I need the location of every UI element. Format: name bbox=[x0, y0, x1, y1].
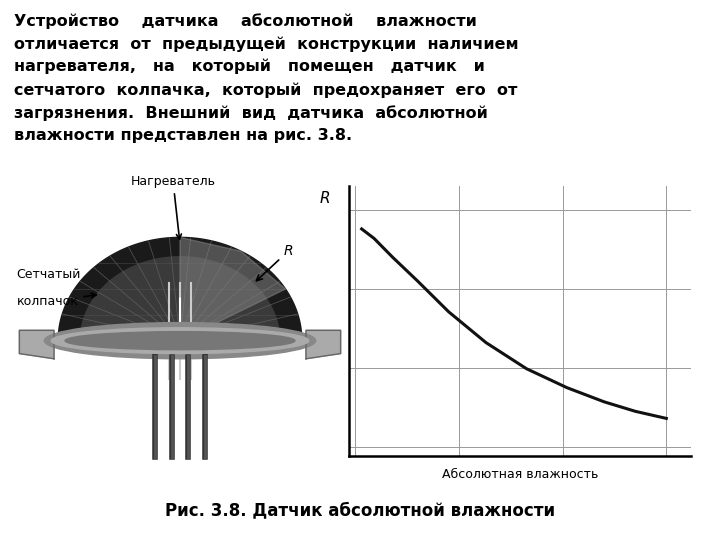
Text: нагревателя,   на   который   помещен   датчик   и: нагревателя, на который помещен датчик и bbox=[14, 59, 485, 75]
Text: Рис. 3.8. Датчик абсолютной влажности: Рис. 3.8. Датчик абсолютной влажности bbox=[165, 501, 555, 519]
Polygon shape bbox=[19, 330, 54, 359]
Text: сетчатого  колпачка,  который  предохраняет  его  от: сетчатого колпачка, который предохраняет… bbox=[14, 82, 518, 98]
Text: Сетчатый: Сетчатый bbox=[17, 268, 81, 281]
Polygon shape bbox=[180, 238, 286, 341]
Polygon shape bbox=[306, 330, 341, 359]
Text: Устройство    датчика    абсолютной    влажности: Устройство датчика абсолютной влажности bbox=[14, 13, 477, 29]
Ellipse shape bbox=[51, 328, 309, 354]
Text: Нагреватель: Нагреватель bbox=[130, 176, 215, 239]
Text: влажности представлен на рис. 3.8.: влажности представлен на рис. 3.8. bbox=[14, 128, 352, 143]
Ellipse shape bbox=[45, 322, 315, 359]
Text: отличается  от  предыдущей  конструкции  наличием: отличается от предыдущей конструкции нал… bbox=[14, 36, 518, 51]
Text: колпачок: колпачок bbox=[17, 293, 96, 308]
Polygon shape bbox=[58, 238, 302, 341]
Text: R: R bbox=[256, 244, 293, 281]
Text: R: R bbox=[320, 191, 330, 206]
X-axis label: Абсолютная влажность: Абсолютная влажность bbox=[442, 468, 598, 481]
Text: загрязнения.  Внешний  вид  датчика  абсолютной: загрязнения. Внешний вид датчика абсолют… bbox=[14, 105, 488, 121]
Polygon shape bbox=[81, 256, 279, 341]
Ellipse shape bbox=[65, 332, 295, 350]
